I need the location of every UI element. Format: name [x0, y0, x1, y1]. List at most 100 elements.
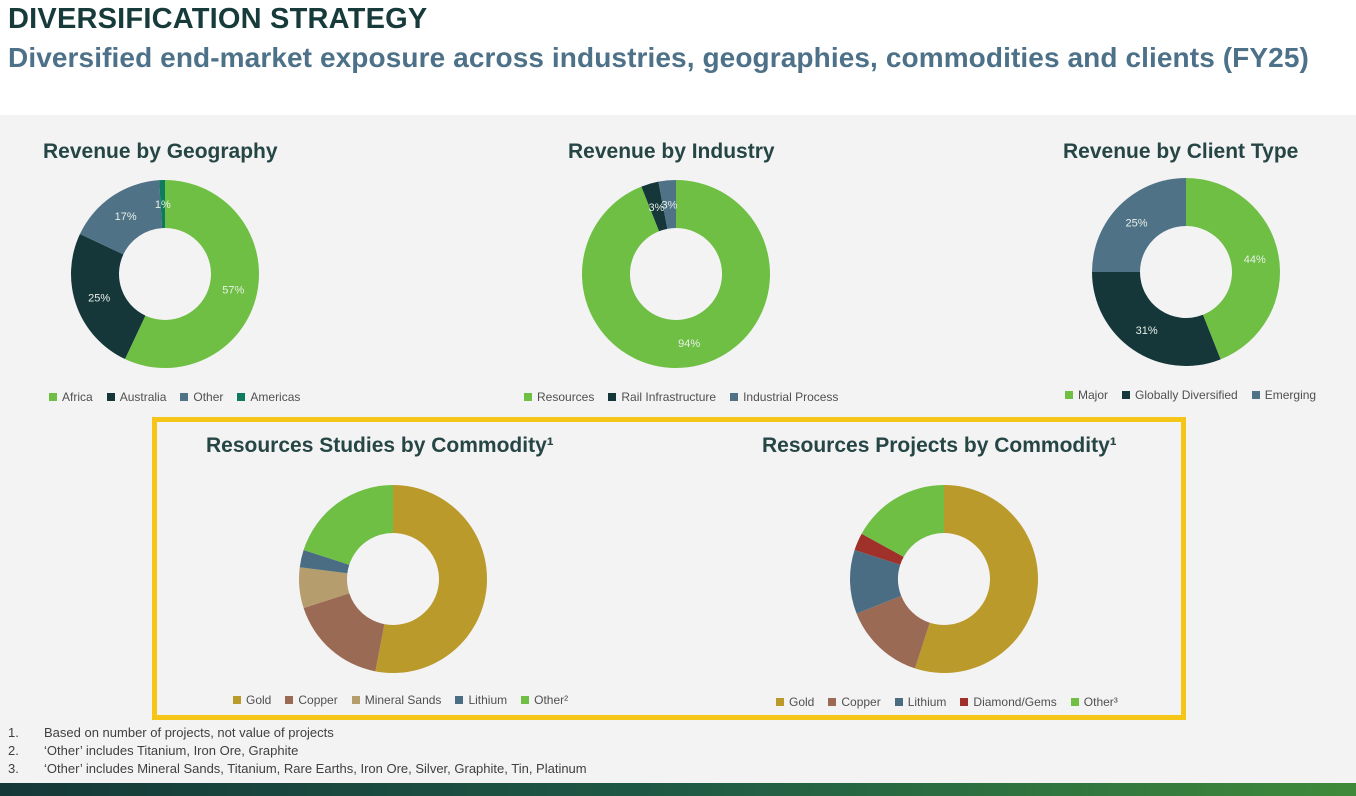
legend-item: Australia [106, 390, 167, 404]
legend-item: Lithium [455, 693, 507, 707]
legend-swatch [730, 393, 739, 401]
legend-item: Africa [49, 390, 93, 404]
legend-item: Rail Infrastructure [608, 390, 716, 404]
legend-item: Other³ [1070, 695, 1118, 709]
legend-label: Americas [250, 390, 301, 404]
footnote-text: ‘Other’ includes Titanium, Iron Ore, Gra… [44, 743, 299, 758]
donut-slice-australia [70, 233, 146, 360]
projects-chart-title: Resources Projects by Commodity¹ [762, 434, 1117, 457]
industry-legend: Resources Rail Infrastructure Industrial P… [524, 390, 838, 404]
footnote-number: 2. [8, 743, 19, 758]
donut-slice-globally-diversified [1092, 272, 1221, 367]
donut-slice-other- [861, 485, 944, 557]
legend-label: Australia [119, 390, 167, 404]
donut-slice-lithium [299, 549, 350, 574]
legend-swatch [351, 696, 360, 704]
slice-data-label: 25% [88, 293, 110, 305]
projects-legend: Gold Copper Lithium Diamond/Gems Other³ [776, 695, 1118, 709]
slice-data-label: 3% [661, 199, 677, 211]
client-legend: Major Globally Diversified Emerging [1065, 388, 1316, 402]
footnote-text: Based on number of projects, not value o… [44, 725, 334, 740]
donut-slice-copper [856, 595, 930, 669]
slice-data-label: 57% [222, 284, 244, 296]
donut-slice-gold [375, 485, 487, 673]
legend-item: Copper [285, 693, 338, 707]
donut-slice-other [79, 180, 163, 255]
donut-slice-lithium [850, 549, 902, 614]
legend-label: Diamond/Gems [973, 695, 1057, 709]
legend-label: Africa [62, 390, 93, 404]
legend-swatch [894, 698, 903, 706]
page-subtitle: Diversified end-market exposure across i… [8, 42, 1309, 73]
legend-label: Gold [789, 695, 815, 709]
donut-slice-africa [124, 180, 260, 368]
client-chart-title: Revenue by Client Type [1063, 140, 1299, 163]
legend-item: Globally Diversified [1122, 388, 1238, 402]
donut-slice-major [1186, 178, 1280, 360]
legend-label: Copper [841, 695, 881, 709]
slice-data-label: 94% [678, 338, 700, 350]
legend-swatch [180, 393, 189, 401]
legend-label: Industrial Process [743, 390, 839, 404]
footnote-1: 1. Based on number of projects, not valu… [8, 724, 587, 742]
legend-swatch [106, 393, 115, 401]
donut-slice-gold [914, 485, 1038, 673]
geo-chart-title: Revenue by Geography [43, 140, 278, 163]
legend-item: Other² [521, 693, 568, 707]
legend-item: Industrial Process [730, 390, 838, 404]
legend-swatch [455, 696, 464, 704]
donut-slice-emerging [1092, 178, 1186, 272]
legend-item: Americas [237, 390, 300, 404]
legend-item: Mineral Sands [351, 693, 442, 707]
industry-chart-title: Revenue by Industry [568, 140, 775, 163]
legend-item: Major [1065, 388, 1108, 402]
legend-label: Other² [534, 693, 569, 707]
studies-legend: Gold Copper Mineral Sands Lithium Other² [233, 693, 568, 707]
legend-item: Other [180, 390, 223, 404]
footnote-number: 1. [8, 725, 19, 740]
donut-slice-rail-infrastructure [641, 181, 668, 232]
donut-slice-mineral-sands [299, 567, 350, 609]
legend-label: Rail Infrastructure [621, 390, 717, 404]
donut-slice-diamond-gems [854, 533, 904, 565]
legend-swatch [776, 698, 784, 706]
legend-swatch [1070, 698, 1079, 706]
legend-swatch [1251, 391, 1260, 399]
legend-label: Globally Diversified [1135, 388, 1238, 402]
legend-label: Lithium [468, 693, 508, 707]
legend-label: Mineral Sands [364, 693, 442, 707]
slice-data-label: 25% [1125, 218, 1147, 230]
legend-swatch [285, 696, 294, 704]
legend-label: Resources [537, 390, 595, 404]
commodity-highlight-box [152, 417, 1186, 720]
legend-swatch [608, 393, 617, 401]
legend-label: Other³ [1083, 695, 1118, 709]
footer-bar [0, 783, 1356, 796]
legend-item: Emerging [1251, 388, 1317, 402]
donut-slice-americas [159, 180, 165, 229]
legend-label: Copper [298, 693, 338, 707]
legend-item: Gold [776, 695, 814, 709]
legend-swatch [49, 393, 57, 401]
legend-label: Other [193, 390, 224, 404]
legend-swatch [237, 393, 246, 401]
footnote-text: ‘Other’ includes Mineral Sands, Titanium… [44, 761, 587, 776]
donut-slice-resources [582, 180, 770, 369]
footnote-number: 3. [8, 761, 19, 776]
legend-swatch [960, 698, 969, 706]
slice-data-label: 17% [115, 211, 137, 223]
legend-item: Resources [524, 390, 594, 404]
legend-label: Emerging [1264, 388, 1317, 402]
legend-swatch [1065, 391, 1073, 399]
footnotes: 1. Based on number of projects, not valu… [8, 724, 587, 778]
legend-swatch [233, 696, 241, 704]
page-title: DIVERSIFICATION STRATEGY [8, 3, 428, 35]
legend-swatch [521, 696, 530, 704]
slice-data-label: 3% [649, 202, 665, 214]
studies-chart-title: Resources Studies by Commodity¹ [206, 434, 554, 457]
